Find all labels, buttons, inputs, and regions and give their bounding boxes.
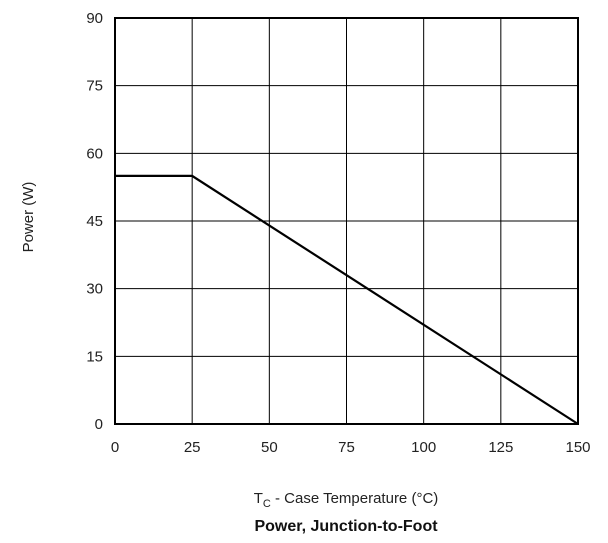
x-axis-label-subscript: C: [263, 498, 271, 510]
y-tick-label-3: 45: [86, 213, 103, 230]
x-axis-label-main: T: [254, 490, 263, 507]
y-tick-label-6: 90: [86, 10, 103, 27]
x-tick-label-6: 150: [565, 439, 590, 456]
x-tick-label-3: 75: [338, 439, 355, 456]
y-tick-label-5: 75: [86, 78, 103, 95]
y-tick-label-1: 15: [86, 348, 103, 365]
y-axis-label: Power (W): [20, 182, 37, 253]
grid: [114, 17, 579, 425]
y-tick-label-4: 60: [86, 145, 103, 162]
x-tick-label-0: 0: [111, 439, 119, 456]
x-tick-label-2: 50: [261, 439, 278, 456]
x-tick-label-4: 100: [411, 439, 436, 456]
x-axis-label: TC - Case Temperature (°C): [254, 490, 439, 510]
x-tick-label-5: 125: [488, 439, 513, 456]
y-axis-ticks: 0 15 30 45 60 75 90: [86, 10, 103, 433]
chart-title: Power, Junction-to-Foot: [254, 518, 438, 535]
x-tick-label-1: 25: [184, 439, 201, 456]
y-tick-label-0: 0: [95, 416, 103, 433]
x-axis-label-rest: - Case Temperature (°C): [271, 490, 438, 507]
plot-frame: [114, 17, 579, 425]
x-axis-ticks: 0 25 50 75 100 125 150: [111, 439, 591, 456]
y-tick-label-2: 30: [86, 281, 103, 298]
series-line-0: [115, 174, 579, 425]
series-layer: [115, 174, 579, 425]
